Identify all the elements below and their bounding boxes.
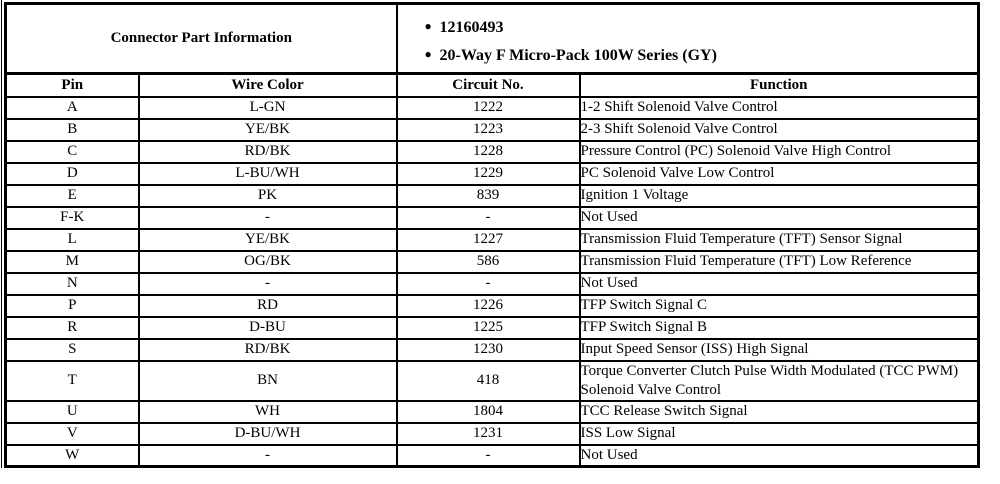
column-header-row: Pin Wire Color Circuit No. Function: [4, 72, 980, 98]
circuit-cell: -: [395, 205, 581, 230]
pin-cell: F-K: [4, 205, 140, 230]
series-text: 20-Way F Micro-Pack 100W Series (GY): [439, 47, 717, 64]
part-number-text: 12160493: [439, 19, 504, 36]
wire-color-cell: -: [137, 271, 398, 296]
circuit-cell: 1804: [395, 399, 581, 424]
circuit-cell: -: [395, 443, 581, 468]
table-row-pin-p: P RD 1226 TFP Switch Signal C: [4, 293, 980, 318]
circuit-cell: 1231: [395, 421, 581, 446]
wire-color-cell: RD: [137, 293, 398, 318]
wire-color-cell: YE/BK: [137, 227, 398, 252]
function-cell: Not Used: [578, 443, 980, 468]
pin-cell: U: [4, 399, 140, 424]
table-row-pin-r: R D-BU 1225 TFP Switch Signal B: [4, 315, 980, 340]
table-row-pin-l: L YE/BK 1227 Transmission Fluid Temperat…: [4, 227, 980, 252]
function-cell: Transmission Fluid Temperature (TFT) Low…: [578, 249, 980, 274]
column-header-function: Function: [578, 72, 980, 98]
function-cell: TFP Switch Signal B: [578, 315, 980, 340]
pin-cell: B: [4, 117, 140, 142]
pin-cell: V: [4, 421, 140, 446]
function-cell: ISS Low Signal: [578, 421, 980, 446]
bullet-icon: ●: [424, 47, 432, 61]
wire-color-cell: -: [137, 443, 398, 468]
page-left-edge-line: [1, 0, 2, 468]
table-row-pin-s: S RD/BK 1230 Input Speed Sensor (ISS) Hi…: [4, 337, 980, 362]
function-cell: 2-3 Shift Solenoid Valve Control: [578, 117, 980, 142]
table-row-pin-f-k: F-K - - Not Used: [4, 205, 980, 230]
pin-cell: P: [4, 293, 140, 318]
wire-color-cell: -: [137, 205, 398, 230]
circuit-cell: 586: [395, 249, 581, 274]
pin-cell: A: [4, 95, 140, 120]
circuit-cell: 1228: [395, 139, 581, 164]
wire-color-cell: RD/BK: [137, 139, 398, 164]
table-row-pin-n: N - - Not Used: [4, 271, 980, 296]
wire-color-cell: YE/BK: [137, 117, 398, 142]
wire-color-cell: OG/BK: [137, 249, 398, 274]
circuit-cell: -: [395, 271, 581, 296]
function-cell: Input Speed Sensor (ISS) High Signal: [578, 337, 980, 362]
table-row-pin-m: M OG/BK 586 Transmission Fluid Temperatu…: [4, 249, 980, 274]
pin-cell: S: [4, 337, 140, 362]
function-cell: TCC Release Switch Signal: [578, 399, 980, 424]
connector-part-numbers-cell: ● 12160493 ● 20-Way F Micro-Pack 100W Seri…: [395, 2, 980, 75]
circuit-cell: 1222: [395, 95, 581, 120]
table-row-pin-e: E PK 839 Ignition 1 Voltage: [4, 183, 980, 208]
column-header-pin: Pin: [4, 72, 140, 98]
table-row-pin-b: B YE/BK 1223 2-3 Shift Solenoid Valve Co…: [4, 117, 980, 142]
circuit-cell: 1230: [395, 337, 581, 362]
pin-cell: N: [4, 271, 140, 296]
connector-info-row: Connector Part Information ● 12160493 ● 20…: [4, 2, 980, 75]
table-row-pin-d: D L-BU/WH 1229 PC Solenoid Valve Low Con…: [4, 161, 980, 186]
circuit-cell: 1226: [395, 293, 581, 318]
table-row-pin-a: A L-GN 1222 1-2 Shift Solenoid Valve Con…: [4, 95, 980, 120]
function-cell: Transmission Fluid Temperature (TFT) Sen…: [578, 227, 980, 252]
circuit-cell: 839: [395, 183, 581, 208]
wire-color-cell: BN: [137, 359, 398, 402]
table-row-pin-u: U WH 1804 TCC Release Switch Signal: [4, 399, 980, 424]
function-cell: PC Solenoid Valve Low Control: [578, 161, 980, 186]
function-cell: Ignition 1 Voltage: [578, 183, 980, 208]
function-cell: Not Used: [578, 205, 980, 230]
pin-cell: W: [4, 443, 140, 468]
circuit-cell: 418: [395, 359, 581, 402]
table-row-pin-w: W - - Not Used: [4, 443, 980, 468]
wire-color-cell: PK: [137, 183, 398, 208]
circuit-cell: 1223: [395, 117, 581, 142]
circuit-cell: 1229: [395, 161, 581, 186]
table-row-pin-v: V D-BU/WH 1231 ISS Low Signal: [4, 421, 980, 446]
function-cell: 1-2 Shift Solenoid Valve Control: [578, 95, 980, 120]
pin-cell: R: [4, 315, 140, 340]
bullet-icon: ●: [424, 19, 432, 33]
function-cell: Pressure Control (PC) Solenoid Valve Hig…: [578, 139, 980, 164]
series-item: ● 20-Way F Micro-Pack 100W Series (GY): [425, 41, 974, 69]
connector-pinout-table: Connector Part Information ● 12160493 ● 20…: [4, 2, 980, 468]
circuit-cell: 1227: [395, 227, 581, 252]
column-header-wire-color: Wire Color: [137, 72, 398, 98]
wire-color-cell: D-BU: [137, 315, 398, 340]
circuit-cell: 1225: [395, 315, 581, 340]
wire-color-cell: RD/BK: [137, 337, 398, 362]
wire-color-cell: L-BU/WH: [137, 161, 398, 186]
table-row-pin-c: C RD/BK 1228 Pressure Control (PC) Solen…: [4, 139, 980, 164]
wire-color-cell: L-GN: [137, 95, 398, 120]
function-cell: Torque Converter Clutch Pulse Width Modu…: [578, 359, 980, 402]
wire-color-cell: D-BU/WH: [137, 421, 398, 446]
function-cell: Not Used: [578, 271, 980, 296]
function-cell: TFP Switch Signal C: [578, 293, 980, 318]
table-row-pin-t: T BN 418 Torque Converter Clutch Pulse W…: [4, 359, 980, 402]
pin-cell: T: [4, 359, 140, 402]
part-number-item: ● 12160493: [425, 13, 974, 41]
pin-cell: E: [4, 183, 140, 208]
column-header-circuit-no: Circuit No.: [395, 72, 581, 98]
pin-cell: C: [4, 139, 140, 164]
pin-cell: L: [4, 227, 140, 252]
wire-color-cell: WH: [137, 399, 398, 424]
pin-cell: D: [4, 161, 140, 186]
pin-cell: M: [4, 249, 140, 274]
connector-part-information-title: Connector Part Information: [4, 2, 398, 75]
